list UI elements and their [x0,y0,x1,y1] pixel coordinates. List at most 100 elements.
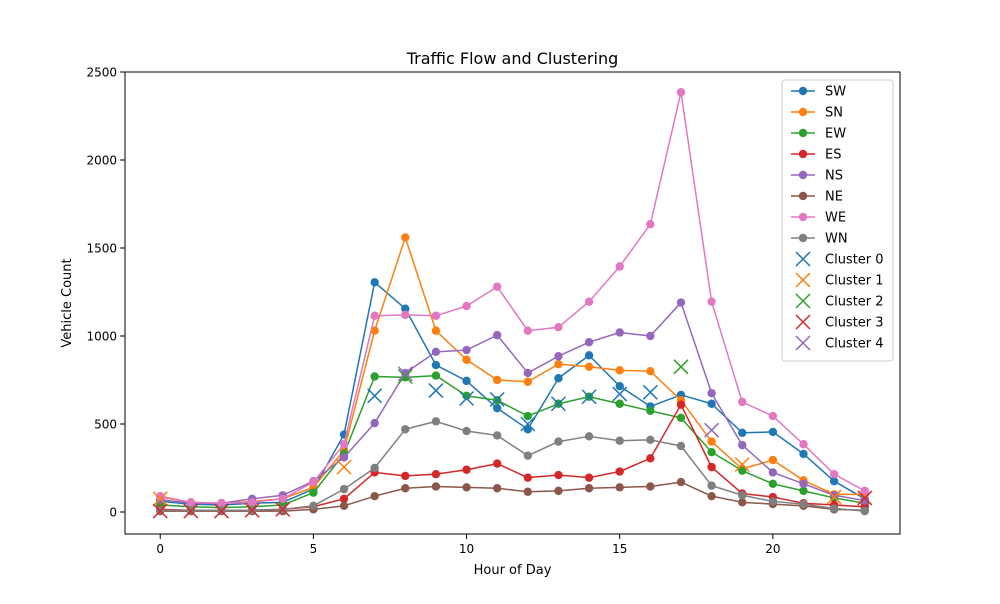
legend-entry-cluster-0: Cluster 0 [795,251,884,268]
data-point [339,484,349,494]
data-point [646,435,655,445]
y-tick-label: 2000 [86,154,117,168]
data-point [768,455,778,465]
cluster-marker [183,503,199,519]
data-point [554,359,563,369]
x-tick-label: 15 [612,542,627,556]
legend-label: Cluster 4 [825,337,884,352]
data-point [462,465,471,474]
legend-cross-marker [795,314,811,330]
series-sw [156,278,869,510]
legend-marker [798,86,808,96]
legend-cross-marker [795,293,811,309]
cluster-marker [275,501,291,517]
cluster-marker [857,490,873,506]
data-point [676,477,686,487]
y-tick-label: 500 [94,418,117,432]
legend-entry-es: ES [791,148,841,163]
data-point [523,377,533,386]
data-point [860,506,869,516]
data-point [584,484,594,493]
data-point [339,440,349,449]
data-point [523,425,533,434]
cluster-4 [397,366,720,438]
data-point [615,381,624,391]
data-point [431,360,441,370]
data-point [462,301,471,311]
data-point [462,483,471,492]
data-point [738,428,747,437]
cluster-marker [152,503,168,519]
data-point [523,487,533,496]
legend-label: SN [825,106,843,121]
data-point [462,426,471,436]
data-point [615,399,624,408]
cluster-2 [397,359,689,385]
legend-label: NE [825,190,843,205]
legend-cross-marker [795,335,811,351]
series-line [160,236,865,504]
legend-entry-sw: SW [791,85,846,100]
x-tick-label: 0 [156,542,164,556]
legend-entry-ew: EW [791,127,846,142]
legend-entry-cluster-3: Cluster 3 [795,314,884,331]
series-sn [156,233,869,508]
data-point [768,479,778,489]
data-point [829,469,839,479]
data-point [676,88,686,97]
y-axis-label: Vehicle Count [60,258,75,347]
data-point [646,220,655,229]
data-point [431,311,441,320]
data-point [615,366,624,375]
data-point [523,451,533,460]
data-point [768,427,778,437]
data-point [554,323,563,332]
data-point [584,362,594,371]
data-point [738,491,747,500]
data-point [431,482,441,491]
data-point [615,328,624,337]
data-point [462,376,471,386]
data-point [554,486,563,496]
data-point [339,501,349,511]
data-point [584,432,594,441]
legend-label: NS [825,169,843,184]
y-tick-label: 2500 [86,66,117,80]
data-point [707,462,716,472]
data-point [646,406,655,415]
cluster-marker [520,416,536,432]
data-point [738,498,747,507]
data-point [309,477,318,487]
data-point [799,449,808,459]
data-point [615,436,624,445]
data-point [431,326,441,335]
data-point [370,463,379,473]
cluster-0 [367,383,658,432]
y-tick-label: 1000 [86,330,117,344]
cluster-marker [734,456,750,473]
cluster-marker [213,503,230,519]
legend-entry-wn: WN [791,232,848,247]
data-point [370,491,379,501]
data-point [401,484,410,493]
data-point [768,497,778,506]
series-line [160,403,865,511]
data-point [370,278,379,287]
chart-title: Traffic Flow and Clustering [406,49,618,68]
data-point [707,491,716,501]
cluster-marker [397,366,413,382]
data-point [401,304,410,313]
legend-marker [798,128,808,138]
series-ns [156,298,869,508]
cluster-marker [704,422,720,438]
data-point [707,297,716,306]
legend-label: WN [825,232,848,247]
series-we [156,88,869,508]
legend-box [781,79,894,362]
cluster-marker [336,459,352,475]
data-point [309,501,318,511]
data-point [523,473,533,482]
legend-entry-sn: SN [791,106,843,121]
data-point [462,355,471,364]
